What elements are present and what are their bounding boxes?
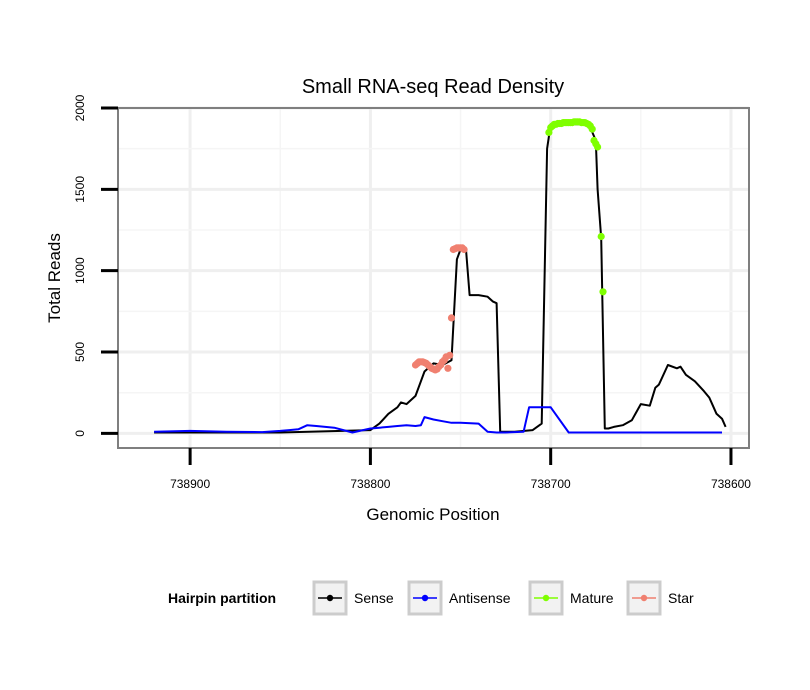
data-point-mature bbox=[588, 125, 596, 133]
legend-item-star: Star bbox=[626, 580, 694, 616]
data-point-mature bbox=[597, 232, 605, 241]
data-point-star bbox=[460, 245, 468, 254]
y-tick-label: 1500 bbox=[73, 176, 87, 203]
legend-label: Antisense bbox=[449, 590, 511, 606]
plot-panel bbox=[118, 108, 749, 448]
y-tick-label: 2000 bbox=[73, 94, 87, 121]
x-axis-title: Genomic Position bbox=[366, 505, 499, 524]
series-line-sense bbox=[154, 123, 727, 434]
legend-key-point bbox=[421, 594, 429, 602]
legend-item-antisense: Antisense bbox=[407, 580, 511, 616]
data-point-star bbox=[444, 364, 452, 372]
legend-label: Sense bbox=[354, 590, 394, 606]
data-point-star bbox=[446, 351, 454, 359]
plot-area: 0 500 1000 1500 2000 738900 738800 738700 738600 bbox=[73, 94, 751, 491]
y-tick-label: 0 bbox=[73, 430, 87, 437]
legend-key-point bbox=[542, 594, 550, 602]
y-tick-label: 500 bbox=[73, 342, 87, 362]
data-point-mature bbox=[594, 143, 602, 151]
legend-label: Star bbox=[668, 590, 694, 606]
legend-title: Hairpin partition bbox=[168, 590, 276, 606]
y-axis-title: Total Reads bbox=[45, 233, 64, 323]
series-line-antisense bbox=[154, 406, 722, 434]
legend-item-mature: Mature bbox=[528, 580, 614, 616]
x-tick-label: 738900 bbox=[170, 477, 210, 491]
x-tick-label: 738800 bbox=[350, 477, 390, 491]
legend: Hairpin partition Sense Antisense Mature St… bbox=[168, 580, 694, 616]
plot-border bbox=[117, 107, 750, 449]
x-tick-label: 738600 bbox=[711, 477, 751, 491]
chart-title: Small RNA-seq Read Density bbox=[302, 76, 564, 98]
legend-key-point bbox=[640, 594, 648, 602]
legend-key-point bbox=[326, 594, 334, 602]
y-tick-label: 1000 bbox=[73, 257, 87, 284]
data-point-star bbox=[447, 314, 456, 322]
data-point-mature bbox=[599, 288, 607, 296]
legend-label: Mature bbox=[570, 590, 614, 606]
legend-item-sense: Sense bbox=[312, 580, 394, 616]
x-tick-label: 738700 bbox=[531, 477, 571, 491]
data-layer bbox=[154, 118, 727, 434]
